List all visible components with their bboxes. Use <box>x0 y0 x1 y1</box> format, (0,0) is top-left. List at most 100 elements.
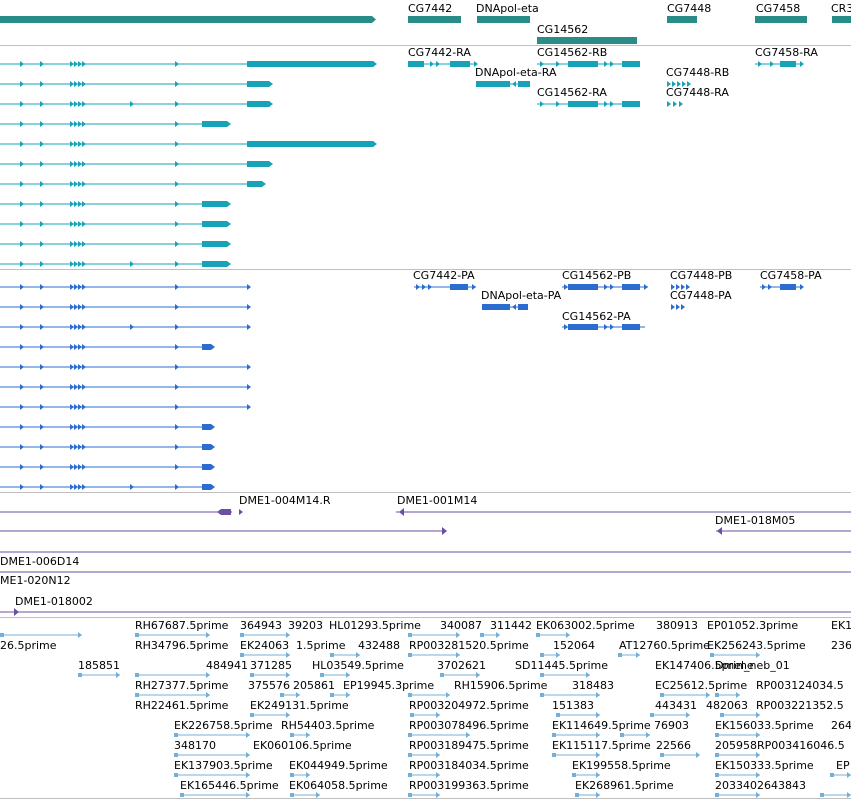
feature-label[interactable]: RH67687.5prime <box>135 619 229 632</box>
exon-box[interactable] <box>247 181 262 187</box>
est-feature[interactable] <box>174 773 178 777</box>
feature-label[interactable]: HL01293.5prime <box>329 619 421 632</box>
est-feature[interactable] <box>556 713 560 717</box>
feature-label[interactable]: RP003078496.5prime <box>409 719 529 732</box>
est-feature[interactable] <box>408 773 412 777</box>
feature-label[interactable]: 482063 <box>706 699 748 712</box>
exon-box[interactable] <box>202 121 227 127</box>
feature-label[interactable]: RP003199363.5prime <box>409 779 529 792</box>
feature-label[interactable]: EK165446.5prime <box>180 779 279 792</box>
est-feature[interactable] <box>440 673 444 677</box>
exon-box[interactable] <box>568 101 598 107</box>
feature-label[interactable]: 264 <box>831 719 851 732</box>
feature-label[interactable]: CG7442 <box>408 2 453 15</box>
exon-box[interactable] <box>568 61 598 67</box>
feature-label[interactable]: 205861 <box>293 679 335 692</box>
est-feature[interactable] <box>240 633 244 637</box>
feature-label[interactable]: CG7442-RA <box>408 46 471 59</box>
est-feature[interactable] <box>715 793 719 797</box>
exon-box[interactable] <box>622 61 640 67</box>
feature-label[interactable]: CG14562-RB <box>537 46 608 59</box>
feature-label[interactable]: EK115117.5prime <box>552 739 651 752</box>
feature-label[interactable]: 76903 <box>654 719 689 732</box>
feature-label[interactable]: 432488 <box>358 639 400 652</box>
est-feature[interactable] <box>78 673 82 677</box>
est-feature[interactable] <box>710 653 714 657</box>
est-feature[interactable] <box>408 633 412 637</box>
feature-label[interactable]: 380913 <box>656 619 698 632</box>
feature-label[interactable]: 22566 <box>656 739 691 752</box>
feature-label[interactable]: 236 <box>831 639 851 652</box>
feature-label[interactable]: CG7448-RA <box>666 86 729 99</box>
exon-box[interactable] <box>482 304 510 310</box>
feature-label[interactable]: 3702621 <box>437 659 486 672</box>
feature-label[interactable]: EK268961.5prime <box>575 779 674 792</box>
exon-box[interactable] <box>780 284 796 290</box>
est-feature[interactable] <box>575 793 579 797</box>
feature-label[interactable]: EP01052.3prime <box>707 619 799 632</box>
exon-box[interactable] <box>622 324 640 330</box>
gene-feature[interactable] <box>537 37 637 44</box>
feature-label[interactable]: EC25612.5prime <box>655 679 748 692</box>
feature-label[interactable]: 151383 <box>552 699 594 712</box>
exon-box[interactable] <box>568 284 598 290</box>
feature-label[interactable]: RH22461.5prime <box>135 699 229 712</box>
feature-label[interactable]: EK147406.5prime <box>655 659 754 672</box>
est-feature[interactable] <box>174 733 178 737</box>
exon-box[interactable] <box>202 444 211 450</box>
exon-box[interactable] <box>202 221 227 227</box>
feature-label[interactable]: EK1 <box>831 619 851 632</box>
feature-label[interactable]: RP003189475.5prime <box>409 739 529 752</box>
feature-label[interactable]: 311442 <box>490 619 532 632</box>
est-feature[interactable] <box>540 693 544 697</box>
feature-label[interactable]: 340087 <box>440 619 482 632</box>
feature-label[interactable]: DNApol-eta-PA <box>481 289 562 302</box>
clone-feature[interactable] <box>221 509 231 515</box>
est-feature[interactable] <box>480 633 484 637</box>
exon-box[interactable] <box>568 324 598 330</box>
feature-label[interactable]: CG7448-RB <box>666 66 730 79</box>
feature-label[interactable]: HL03549.5prime <box>312 659 404 672</box>
feature-label[interactable]: EK060106.5prime <box>253 739 352 752</box>
est-feature[interactable] <box>408 693 412 697</box>
feature-label[interactable]: RP003221352.5 <box>756 699 844 712</box>
feature-label[interactable]: RH15906.5prime <box>454 679 548 692</box>
exon-box[interactable] <box>247 61 373 67</box>
feature-label[interactable]: 205958 <box>715 739 757 752</box>
exon-box[interactable] <box>476 81 510 87</box>
est-feature[interactable] <box>250 673 254 677</box>
feature-label[interactable]: DNApol-eta <box>476 2 539 15</box>
feature-label[interactable]: CG7458-PA <box>760 269 822 282</box>
feature-label[interactable]: EK24063 <box>240 639 290 652</box>
gene-feature[interactable] <box>667 16 697 23</box>
feature-label[interactable]: RH34796.5prime <box>135 639 229 652</box>
exon-box[interactable] <box>450 284 468 290</box>
est-feature[interactable] <box>135 693 139 697</box>
exon-box[interactable] <box>518 81 530 87</box>
est-feature[interactable] <box>552 733 556 737</box>
feature-label[interactable]: EK044949.5prime <box>289 759 388 772</box>
est-feature[interactable] <box>540 653 544 657</box>
feature-label[interactable]: RP003204972.5prime <box>409 699 529 712</box>
feature-label[interactable]: DNApol-eta-RA <box>475 66 557 79</box>
est-feature[interactable] <box>650 713 654 717</box>
gene-feature[interactable] <box>832 16 851 23</box>
feature-label[interactable]: Dmel_neb_01 <box>715 659 790 672</box>
est-feature[interactable] <box>408 733 412 737</box>
feature-label[interactable]: CG7458 <box>756 2 801 15</box>
est-feature[interactable] <box>320 673 324 677</box>
exon-box[interactable] <box>202 484 211 490</box>
exon-box[interactable] <box>622 284 640 290</box>
feature-label[interactable]: CG14562-RA <box>537 86 607 99</box>
feature-label[interactable]: RP003124034.5 <box>756 679 844 692</box>
feature-label[interactable]: AT12760.5prime <box>619 639 710 652</box>
feature-label[interactable]: RP003281520.5prime <box>409 639 529 652</box>
est-feature[interactable] <box>820 793 824 797</box>
feature-label[interactable]: EK256243.5prime <box>707 639 806 652</box>
est-feature[interactable] <box>280 693 284 697</box>
est-feature[interactable] <box>290 773 294 777</box>
feature-label[interactable]: 484941 <box>206 659 248 672</box>
est-feature[interactable] <box>660 753 664 757</box>
feature-label[interactable]: 318483 <box>572 679 614 692</box>
feature-label[interactable]: CG7442-PA <box>413 269 475 282</box>
